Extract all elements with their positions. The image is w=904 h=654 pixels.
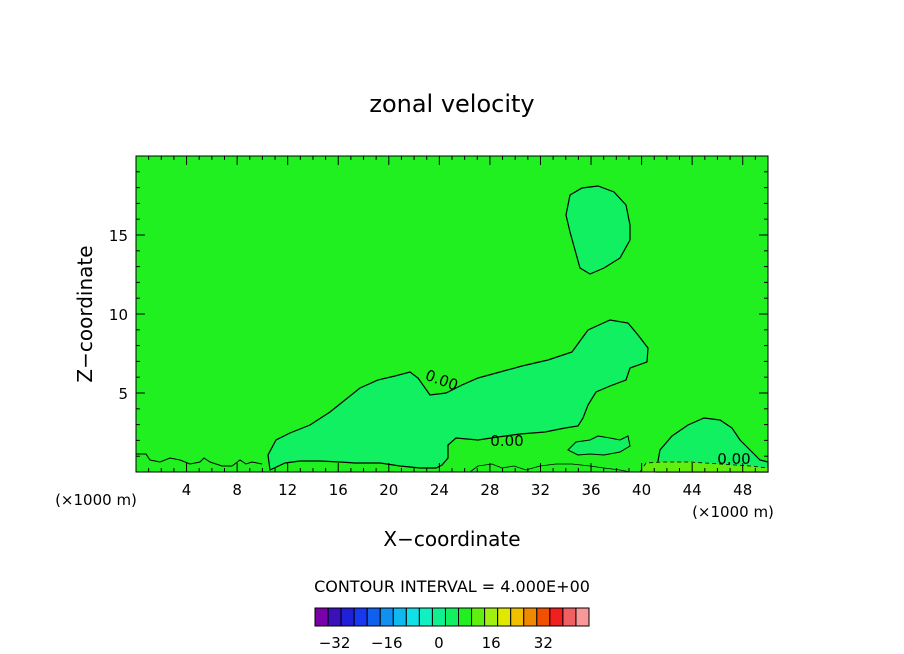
colorbar-swatch [471, 607, 486, 627]
contour-line-surface [136, 453, 263, 467]
colorbar-swatch [497, 607, 512, 627]
colorbar-swatch [405, 607, 420, 627]
x-tick-label: 8 [232, 481, 242, 499]
contour-label: 0.00 [717, 450, 750, 468]
colorbar-tick-label: −32 [319, 634, 351, 652]
x-tick-label: 16 [329, 481, 348, 499]
contour-region-positive-main [267, 319, 649, 471]
plot-area: 0.00 0.00 0.00 [135, 155, 769, 473]
y-axis-label: Z−coordinate [73, 245, 97, 382]
x-tick-label: 44 [683, 481, 702, 499]
colorbar-swatch [418, 607, 433, 627]
x-tick-label: 40 [632, 481, 651, 499]
x-tick-label: 20 [379, 481, 398, 499]
colorbar-tick-label: 0 [434, 634, 444, 652]
x-tick-label: 28 [480, 481, 499, 499]
colorbar-swatch [366, 607, 381, 627]
colorbar-swatch [510, 607, 525, 627]
colorbar: −32 −16 0 16 32 [314, 607, 590, 652]
colorbar-swatch [458, 607, 473, 627]
colorbar-tick-label: −16 [371, 634, 403, 652]
colorbar-swatch [379, 607, 394, 627]
x-tick-label: 4 [182, 481, 192, 499]
x-unit-label: (×1000 m) [692, 503, 774, 521]
colorbar-tick-label: 16 [482, 634, 501, 652]
colorbar-swatch [314, 607, 329, 627]
colorbar-swatch [327, 607, 342, 627]
contour-region-positive-small [567, 435, 631, 456]
contour-region-positive-blob [565, 185, 631, 275]
x-tick-label: 24 [430, 481, 449, 499]
contour-label: 0.00 [490, 432, 523, 450]
x-tick-label: 32 [531, 481, 550, 499]
colorbar-swatch [575, 607, 590, 627]
x-tick-label: 48 [733, 481, 752, 499]
colorbar-swatch [549, 607, 564, 627]
colorbar-swatch [392, 607, 407, 627]
y-tick-label: 5 [118, 385, 128, 403]
x-axis-label: X−coordinate [383, 527, 520, 551]
x-tick-label: 12 [278, 481, 297, 499]
colorbar-swatch [562, 607, 577, 627]
colorbar-swatch [444, 607, 460, 627]
chart-title: zonal velocity [369, 90, 534, 118]
colorbar-tick-label: 32 [534, 634, 553, 652]
colorbar-swatch [484, 607, 499, 627]
colorbar-swatch [536, 607, 551, 627]
x-tick-label: 36 [581, 481, 600, 499]
contour-interval-text: CONTOUR INTERVAL = 4.000E+00 [314, 577, 590, 596]
y-tick-label: 10 [109, 306, 128, 324]
colorbar-swatch [353, 607, 368, 627]
colorbar-swatch [340, 607, 355, 627]
colorbar-swatch [523, 607, 538, 627]
x-unit-label: (×1000 m) [55, 491, 137, 509]
colorbar-swatch [431, 607, 446, 627]
y-tick-label: 15 [109, 227, 128, 245]
